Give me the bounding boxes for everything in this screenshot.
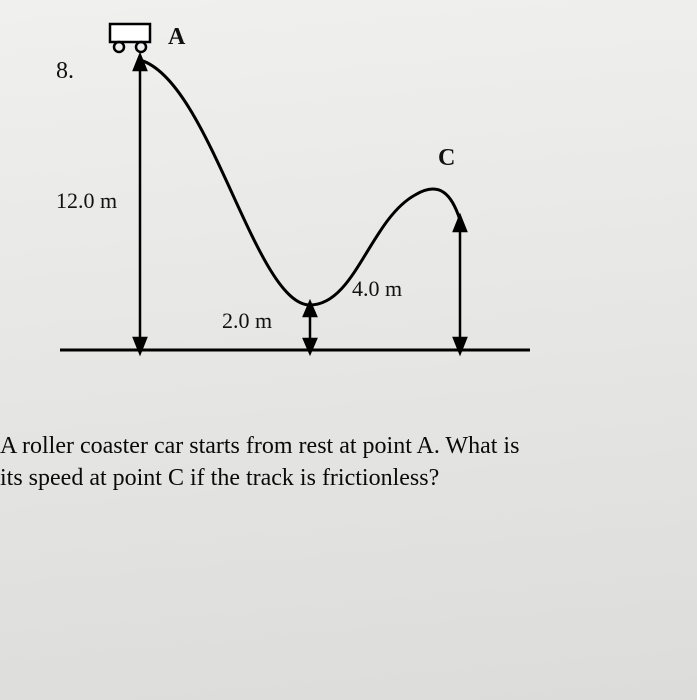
point-A-label: A xyxy=(168,24,185,51)
question-line2: its speed at point C if the track is fri… xyxy=(0,465,439,491)
cart-icon xyxy=(110,24,150,52)
height-arrow-A xyxy=(134,55,146,353)
question-line1: A roller coaster car starts from rest at… xyxy=(0,433,519,459)
height-A-label: 12.0 m xyxy=(56,188,117,214)
page: 8. A C 12.0 m 2.0 m 4.0 m A roller coast… xyxy=(0,0,697,700)
height-C-label: 4.0 m xyxy=(352,276,402,302)
height-arrow-B xyxy=(304,302,316,353)
height-B-label: 2.0 m xyxy=(222,308,272,334)
problem-number: 8. xyxy=(56,58,74,85)
point-C-label: C xyxy=(438,145,455,172)
track-curve xyxy=(140,60,460,305)
question-text: A roller coaster car starts from rest at… xyxy=(0,430,697,495)
height-arrow-C xyxy=(454,216,466,353)
